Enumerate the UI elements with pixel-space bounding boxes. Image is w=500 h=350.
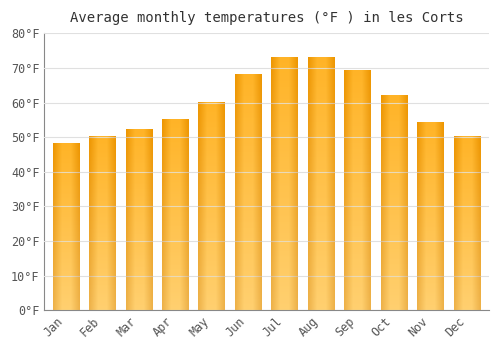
Bar <box>381 96 407 310</box>
Bar <box>52 144 79 310</box>
Bar <box>454 137 480 310</box>
Title: Average monthly temperatures (°F ) in les Corts: Average monthly temperatures (°F ) in le… <box>70 11 463 25</box>
Bar <box>418 123 444 310</box>
Bar <box>126 130 152 310</box>
Bar <box>344 71 370 310</box>
Bar <box>198 103 224 310</box>
Bar <box>308 57 334 310</box>
Bar <box>235 75 261 310</box>
Bar <box>89 137 116 310</box>
Bar <box>162 120 188 310</box>
Bar <box>272 57 297 310</box>
